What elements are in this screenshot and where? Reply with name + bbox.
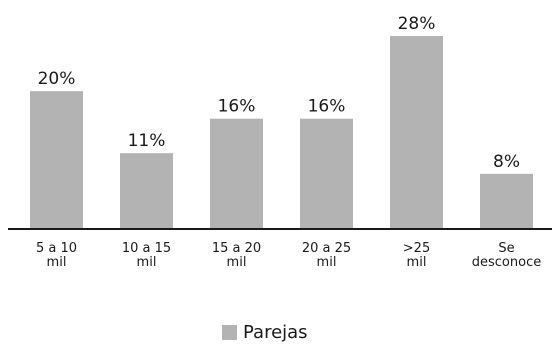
category-label-3-1: mil <box>317 255 337 270</box>
data-label-5: 8% <box>493 152 520 172</box>
bar-3 <box>300 118 353 229</box>
legend-swatch <box>222 325 237 340</box>
category-label-0-1: mil <box>47 255 67 270</box>
category-label-5-0: Se <box>498 241 514 256</box>
legend-label: Parejas <box>243 322 308 343</box>
category-label-5-1: desconoce <box>472 255 541 270</box>
data-label-1: 11% <box>128 131 166 151</box>
data-label-4: 28% <box>398 14 436 34</box>
data-label-3: 16% <box>308 97 346 117</box>
bar-2 <box>210 118 263 229</box>
category-label-1-0: 10 a 15 <box>122 241 171 256</box>
category-label-2-1: mil <box>227 255 247 270</box>
bar-1 <box>120 153 173 229</box>
category-label-1-1: mil <box>137 255 157 270</box>
data-label-2: 16% <box>218 97 256 117</box>
bar-4 <box>390 36 443 229</box>
bar-0 <box>30 91 83 230</box>
category-label-4-0: >25 <box>403 241 430 256</box>
data-label-0: 20% <box>38 69 76 89</box>
category-label-3-0: 20 a 25 <box>302 241 351 256</box>
bar-5 <box>480 173 533 229</box>
legend: Parejas <box>222 322 308 343</box>
category-label-4-1: mil <box>407 255 427 270</box>
category-label-2-0: 15 a 20 <box>212 241 261 256</box>
category-label-0-0: 5 a 10 <box>36 241 77 256</box>
